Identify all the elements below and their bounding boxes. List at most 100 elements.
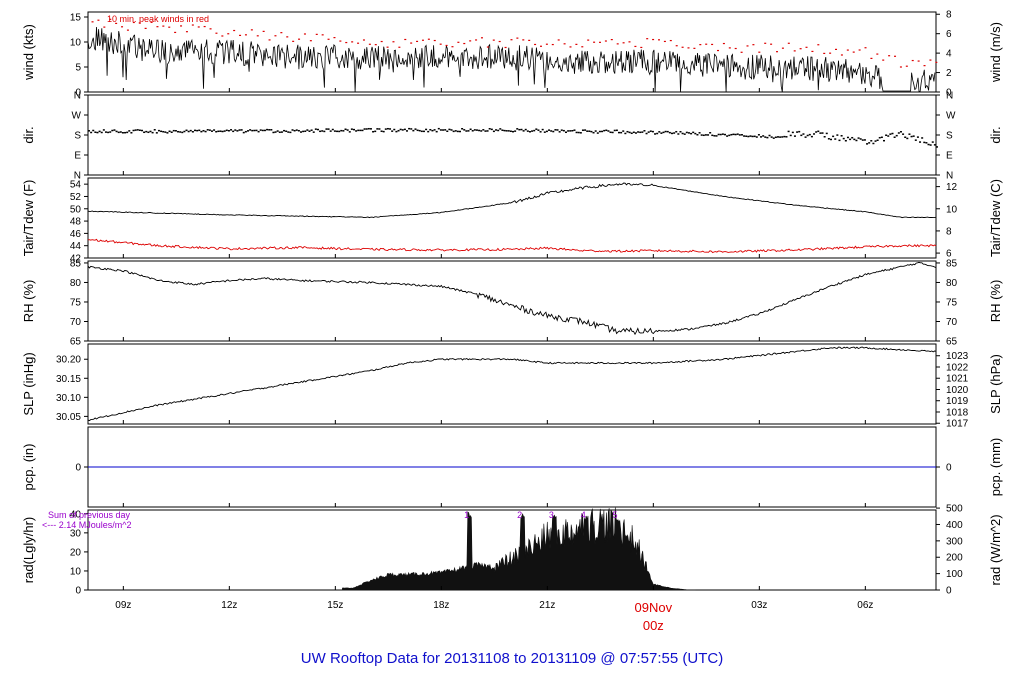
- dir-point: [906, 137, 909, 140]
- dir-point: [374, 130, 377, 133]
- dir-point: [528, 131, 531, 133]
- dir-point: [94, 131, 97, 133]
- slp-left-axis-label: SLP (inHg): [21, 352, 36, 415]
- dir-point: [910, 135, 913, 138]
- dir-point: [162, 130, 165, 133]
- dir-point: [662, 131, 665, 134]
- dir-point: [921, 137, 924, 139]
- dir-point: [486, 130, 489, 132]
- dir-point: [573, 129, 576, 131]
- dir-point: [645, 132, 648, 135]
- dir-point: [251, 129, 254, 132]
- dir-point: [539, 131, 542, 133]
- dir-point: [170, 131, 173, 133]
- rad-daily-sum-value: <--- 2.14 MJoules/m^2: [42, 520, 132, 530]
- dir-point: [666, 130, 669, 133]
- wind-right-tick-label: 4: [946, 49, 952, 60]
- dir-point: [306, 129, 309, 131]
- dir-point: [897, 132, 900, 134]
- wind-peak-point: [510, 39, 513, 41]
- dir-point: [329, 130, 332, 132]
- dir-point: [836, 134, 839, 136]
- dir-point: [565, 131, 567, 134]
- dir-point: [762, 135, 765, 137]
- rad-left-tick-label: 0: [75, 586, 81, 597]
- wind-peak-point: [298, 38, 301, 40]
- dir-point: [745, 135, 748, 137]
- dir-point: [255, 129, 258, 132]
- dir-point: [927, 143, 930, 146]
- dir-point: [355, 130, 358, 132]
- dir-point: [202, 129, 205, 132]
- page-title: UW Rooftop Data for 20131108 to 20131109…: [300, 650, 724, 667]
- dir-point: [838, 139, 841, 142]
- dir-point: [272, 131, 275, 134]
- dir-point: [846, 136, 849, 139]
- dir-point: [130, 132, 133, 134]
- slp-left-tick-label: 30.10: [56, 393, 81, 404]
- dir-point: [933, 144, 936, 146]
- dir-point: [893, 136, 896, 138]
- dir-point: [401, 129, 404, 131]
- dir-point: [263, 129, 266, 132]
- dir-point: [227, 129, 230, 132]
- dir-point: [482, 129, 485, 131]
- dir-point: [475, 129, 478, 131]
- dir-point: [454, 130, 457, 132]
- dir-point: [215, 130, 218, 133]
- wind-peak-point: [545, 43, 548, 45]
- dir-point: [552, 130, 555, 133]
- dir-point: [827, 138, 830, 140]
- date-label: 09Nov: [635, 600, 673, 615]
- dir-left-tick-label: N: [74, 171, 81, 182]
- dir-point: [88, 130, 90, 132]
- rad-peak-marker: 4: [581, 510, 586, 520]
- dir-point: [166, 132, 169, 134]
- dir-point: [132, 129, 135, 132]
- wind-peak-point: [923, 65, 926, 67]
- temp-left-axis-label: Tair/Tdew (F): [21, 180, 36, 257]
- dir-point: [107, 131, 110, 134]
- dir-point: [111, 129, 114, 132]
- wind-peak-point: [469, 40, 472, 42]
- dir-point: [153, 129, 156, 131]
- dir-point: [774, 136, 777, 139]
- dir-point: [904, 136, 907, 138]
- dir-point: [425, 128, 428, 131]
- dir-point: [567, 130, 570, 132]
- dir-point: [677, 133, 680, 135]
- slp-right-tick-label: 1018: [946, 407, 969, 418]
- dir-point: [704, 134, 707, 136]
- dir-point: [372, 130, 375, 133]
- dir-point: [204, 130, 207, 133]
- temp-left-tick-label: 42: [70, 254, 82, 265]
- wind-peak-point: [463, 42, 466, 45]
- wind-peak-point: [746, 45, 749, 47]
- dir-point: [283, 129, 286, 132]
- dir-point: [634, 132, 637, 134]
- wind-peak-point: [368, 43, 371, 45]
- dir-point: [499, 128, 502, 130]
- dir-point: [800, 134, 803, 137]
- dir-point: [751, 135, 754, 138]
- wind-peak-point: [180, 25, 183, 27]
- dir-point: [709, 132, 712, 134]
- dir-point: [793, 135, 796, 137]
- dir-point: [414, 128, 417, 130]
- dir-point: [863, 139, 866, 141]
- wind-peak-point: [846, 49, 849, 51]
- dir-point: [605, 129, 608, 132]
- dir-point: [210, 130, 213, 132]
- dir-point: [242, 131, 245, 134]
- wind-peak-point: [717, 49, 720, 52]
- dir-point: [711, 134, 714, 137]
- dir-point: [124, 131, 127, 134]
- slp-right-tick-label: 1020: [946, 385, 969, 396]
- wind-peak-point: [917, 60, 920, 62]
- dir-point: [664, 130, 667, 133]
- dir-point: [259, 129, 262, 131]
- dir-point: [810, 135, 813, 138]
- dir-point: [713, 135, 716, 137]
- wind-peak-point: [663, 40, 666, 43]
- dir-point: [753, 135, 756, 138]
